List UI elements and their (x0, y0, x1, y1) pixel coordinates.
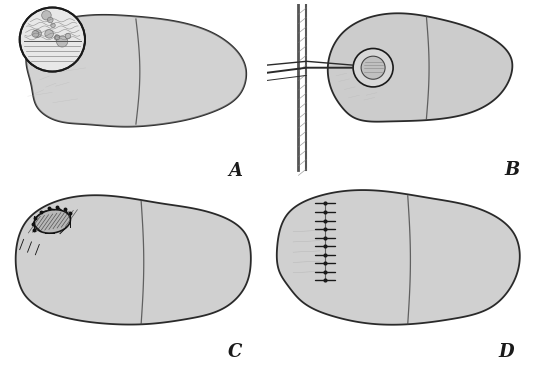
Circle shape (42, 11, 51, 20)
Text: D: D (498, 343, 514, 361)
Polygon shape (277, 190, 520, 325)
Circle shape (56, 36, 68, 47)
Polygon shape (26, 15, 246, 127)
Circle shape (32, 30, 39, 37)
Polygon shape (15, 195, 251, 325)
Circle shape (54, 35, 60, 40)
Circle shape (51, 23, 55, 27)
Polygon shape (26, 15, 246, 127)
Circle shape (34, 30, 42, 37)
Circle shape (65, 33, 71, 39)
Text: B: B (504, 161, 519, 179)
Circle shape (47, 17, 53, 23)
Text: A: A (228, 163, 242, 180)
Circle shape (353, 49, 393, 87)
Circle shape (45, 30, 53, 38)
Circle shape (55, 35, 60, 40)
Ellipse shape (34, 210, 70, 233)
Circle shape (20, 8, 85, 72)
Polygon shape (328, 13, 512, 122)
Text: C: C (228, 343, 243, 361)
Circle shape (361, 56, 385, 79)
